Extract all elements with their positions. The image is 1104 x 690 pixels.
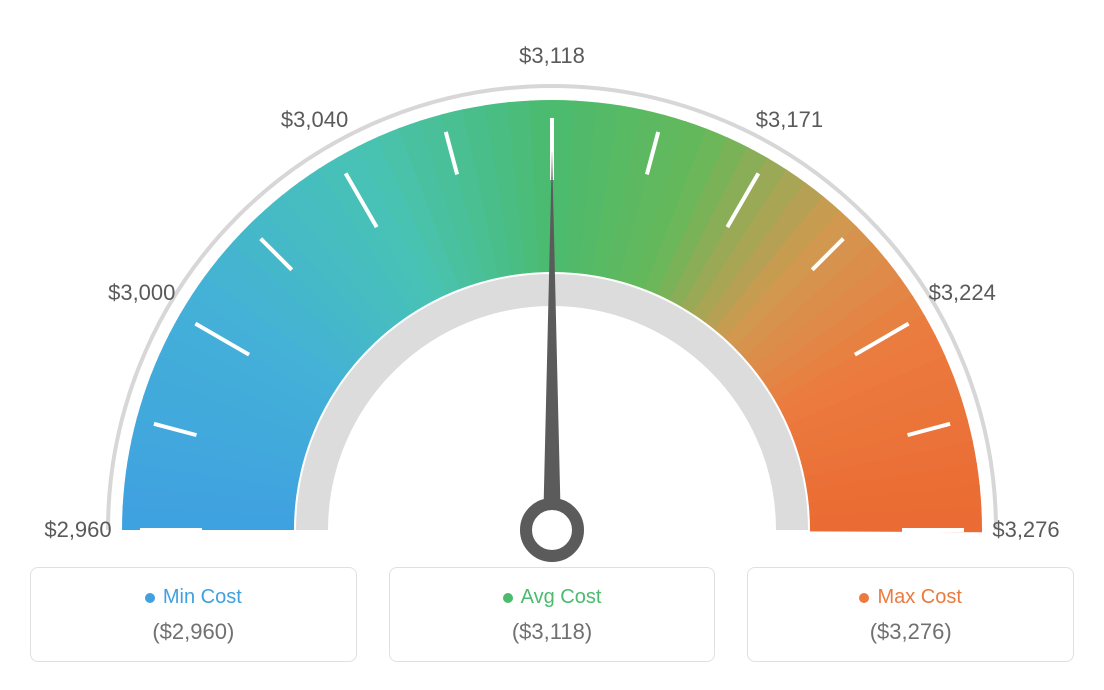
dot-icon xyxy=(145,593,155,603)
gauge-tick-label: $2,960 xyxy=(44,517,111,543)
card-label: Avg Cost xyxy=(521,586,602,609)
gauge-tick-label: $3,118 xyxy=(519,43,585,69)
card-max-cost: Max Cost ($3,276) xyxy=(747,567,1074,662)
dot-icon xyxy=(503,593,513,603)
card-avg-cost: Avg Cost ($3,118) xyxy=(389,567,716,662)
gauge-chart: $2,960 $3,000 $3,040 $3,118 $3,171 $3,224 $3,2… xyxy=(0,0,1104,555)
dot-icon xyxy=(859,593,869,603)
gauge-tick-label: $3,224 xyxy=(929,280,996,306)
card-label: Min Cost xyxy=(163,586,242,609)
gauge-tick-label: $3,040 xyxy=(281,107,348,133)
legend-cards: Min Cost ($2,960) Avg Cost ($3,118) Max … xyxy=(30,567,1074,662)
gauge-svg xyxy=(0,30,1104,590)
card-min-cost: Min Cost ($2,960) xyxy=(30,567,357,662)
card-value: ($2,960) xyxy=(47,619,340,645)
gauge-tick-label: $3,000 xyxy=(108,280,175,306)
card-header: Avg Cost xyxy=(406,586,699,609)
card-header: Min Cost xyxy=(47,586,340,609)
gauge-tick-label: $3,171 xyxy=(756,107,823,133)
card-label: Max Cost xyxy=(877,586,961,609)
card-value: ($3,118) xyxy=(406,619,699,645)
gauge-tick-label: $3,276 xyxy=(992,517,1059,543)
card-value: ($3,276) xyxy=(764,619,1057,645)
card-header: Max Cost xyxy=(764,586,1057,609)
